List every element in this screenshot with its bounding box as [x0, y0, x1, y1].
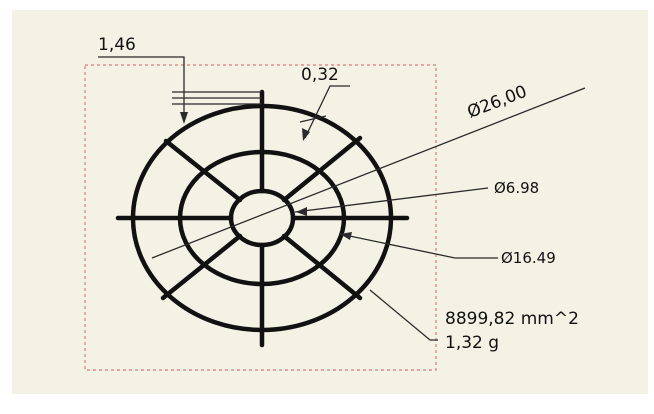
boundary-box — [84, 64, 437, 371]
wheel-part — [115, 89, 410, 348]
mass-label: 1,32 g — [445, 333, 499, 353]
spoke-diagonal — [281, 135, 363, 203]
leader-ring-width — [304, 85, 350, 139]
leader-properties — [369, 289, 438, 341]
leader-outer-diameter — [151, 87, 586, 259]
arrowhead — [180, 112, 188, 124]
spoke-diagonal — [281, 233, 363, 301]
arrowhead — [302, 128, 310, 141]
arrowhead — [296, 207, 307, 216]
leader-inner-diameter — [294, 187, 489, 213]
leader-spoke-width — [98, 56, 185, 120]
leader-ring-tick — [299, 115, 327, 123]
drawing-panel — [12, 10, 648, 394]
inner-diameter-label: Ø6.98 — [494, 179, 539, 197]
spoke-width-label: 1,46 — [98, 35, 136, 55]
spoke-diagonal — [163, 138, 243, 203]
middle-diameter-label: Ø16.49 — [501, 249, 556, 267]
arrowhead — [340, 232, 352, 240]
spoke-diagonal — [160, 233, 243, 301]
leader-middle-diameter — [339, 233, 498, 259]
area-label: 8899,82 mm^2 — [445, 309, 579, 329]
dimension-lines — [98, 56, 586, 341]
arrowheads — [180, 112, 352, 240]
ring-width-label: 0,32 — [301, 65, 339, 85]
